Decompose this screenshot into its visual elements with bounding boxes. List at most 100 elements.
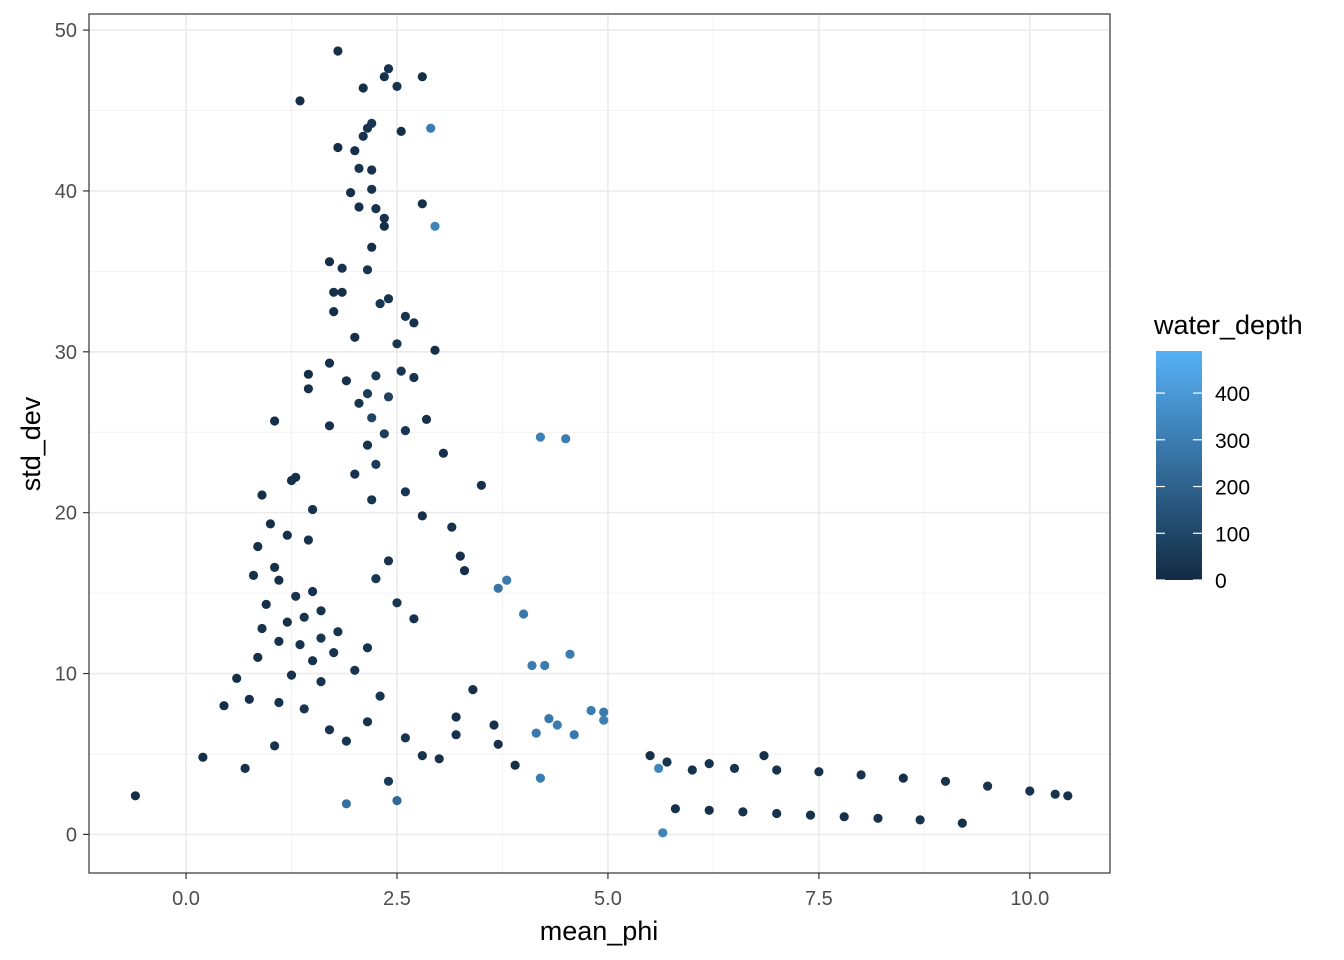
data-point <box>540 660 550 671</box>
data-point <box>379 221 389 231</box>
data-point <box>362 717 373 727</box>
x-tick-label: 0.0 <box>172 888 200 910</box>
data-point <box>261 599 271 610</box>
data-point <box>438 448 448 458</box>
data-point <box>417 511 427 521</box>
y-axis: 0 10 20 30 40 50 <box>55 20 89 846</box>
legend-title: water_depth <box>1153 310 1303 340</box>
data-point <box>392 598 402 608</box>
data-point <box>324 358 335 368</box>
y-tick-label: 50 <box>55 20 77 42</box>
data-point <box>552 720 562 730</box>
legend-tick-label: 100 <box>1215 523 1250 546</box>
data-point <box>350 146 360 156</box>
x-tick-label: 10.0 <box>1010 888 1049 910</box>
data-point <box>324 421 335 431</box>
data-point <box>599 707 609 717</box>
data-point <box>839 812 849 822</box>
data-point <box>337 287 347 297</box>
data-point <box>358 131 368 141</box>
data-point <box>493 583 503 593</box>
data-point <box>362 265 373 275</box>
data-point <box>383 556 394 566</box>
data-point <box>983 781 993 791</box>
data-point <box>383 294 394 304</box>
data-point <box>371 574 381 584</box>
data-point <box>350 665 360 675</box>
data-point <box>434 754 444 764</box>
data-point <box>772 808 782 819</box>
data-point <box>1050 789 1060 799</box>
data-point <box>198 752 208 762</box>
data-point <box>687 765 697 775</box>
data-point <box>417 199 427 209</box>
data-point <box>333 142 343 153</box>
data-point <box>898 773 908 783</box>
data-point <box>333 627 343 637</box>
data-point <box>599 715 609 725</box>
data-point <box>569 730 579 740</box>
data-point <box>232 673 242 684</box>
data-point <box>704 805 714 815</box>
data-point <box>535 773 546 783</box>
data-point <box>527 660 537 671</box>
data-point <box>704 759 714 769</box>
data-point <box>367 165 377 175</box>
data-point <box>286 475 297 486</box>
data-point <box>738 807 748 817</box>
data-point <box>915 815 925 825</box>
data-point <box>257 490 267 500</box>
data-point <box>282 617 292 627</box>
data-point <box>270 741 280 751</box>
data-point <box>329 287 339 297</box>
data-point <box>417 72 427 82</box>
data-point <box>383 776 394 786</box>
data-point <box>329 307 339 317</box>
data-point <box>455 551 465 561</box>
data-point <box>544 714 554 724</box>
data-point <box>772 765 782 775</box>
data-point <box>873 813 883 823</box>
data-point <box>670 804 681 814</box>
x-tick-label: 5.0 <box>594 888 622 910</box>
y-tick-label: 30 <box>55 342 77 364</box>
data-point <box>303 369 313 379</box>
data-point <box>400 733 410 743</box>
data-point <box>658 828 668 838</box>
data-point <box>383 392 394 402</box>
x-tick-label: 2.5 <box>383 888 411 910</box>
data-point <box>489 720 499 730</box>
data-point <box>468 685 478 695</box>
data-point <box>392 796 402 806</box>
data-point <box>324 257 335 267</box>
data-point <box>430 345 440 355</box>
data-point <box>367 413 377 423</box>
data-point <box>476 480 486 490</box>
legend-ticks: 0 100 200 300 400 <box>1156 383 1250 593</box>
legend-colorbar <box>1156 351 1202 580</box>
data-point <box>240 763 250 774</box>
data-point <box>502 575 512 585</box>
data-point <box>358 83 368 93</box>
data-point <box>346 188 356 198</box>
data-point <box>337 263 347 273</box>
data-point <box>274 575 284 585</box>
data-point <box>451 712 461 722</box>
data-point <box>295 640 305 650</box>
data-point <box>362 123 373 133</box>
legend-tick-label: 200 <box>1215 477 1250 500</box>
data-point <box>371 204 381 214</box>
data-point <box>379 429 389 439</box>
data-point <box>426 123 436 133</box>
data-point <box>244 694 254 704</box>
data-point <box>350 332 360 342</box>
data-point <box>1025 786 1035 796</box>
data-point <box>400 426 410 436</box>
data-point <box>379 213 389 223</box>
data-point <box>286 670 297 680</box>
data-point <box>350 469 360 479</box>
data-point <box>367 242 377 252</box>
data-point <box>341 799 351 809</box>
data-point <box>253 541 263 552</box>
